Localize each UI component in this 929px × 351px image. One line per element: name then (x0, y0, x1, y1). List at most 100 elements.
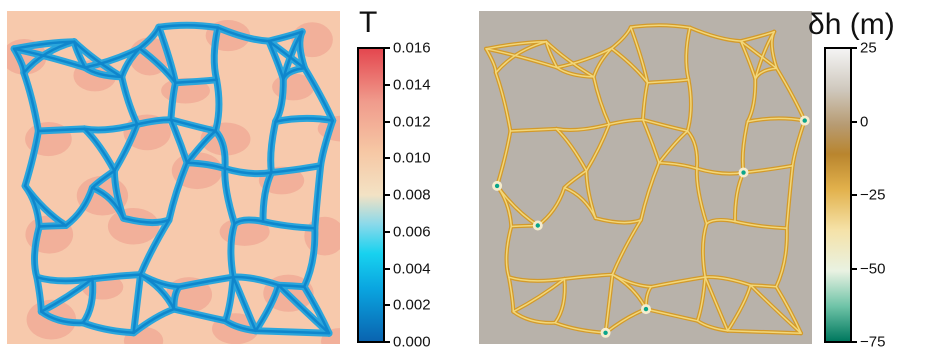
cold-plume-core (224, 275, 235, 323)
cold-plume-core (167, 161, 189, 222)
ridge-core (508, 276, 515, 313)
cold-plume-core (132, 307, 176, 335)
ridge-core (740, 40, 778, 70)
cold-plume-core (120, 75, 139, 126)
cold-plume-core (12, 47, 87, 69)
cold-plume-core (113, 169, 125, 220)
temperature-field-svg (7, 11, 340, 344)
temperature-colorbar-tick-label: 0.012 (393, 113, 431, 130)
height-colorbar (824, 47, 852, 343)
node-spot (643, 306, 649, 312)
ridge-core (685, 26, 691, 81)
node-spot (741, 170, 746, 175)
temperature-cold-network (10, 21, 337, 337)
cold-plume-core (229, 222, 236, 279)
temperature-colorbar-title: T (359, 6, 378, 39)
ridge-core (509, 128, 558, 132)
temperature-colorbar (357, 47, 385, 343)
cold-plume-core (23, 129, 40, 188)
height-colorbar-tick-mark (851, 194, 857, 196)
ridge-core (749, 284, 777, 288)
ridge-core (545, 40, 558, 69)
topography-node-spots (492, 115, 810, 338)
temperature-colorbar-tick-mark (384, 157, 390, 160)
ridge-core (642, 118, 660, 164)
cold-plume-core (172, 307, 227, 323)
cold-plume-core (267, 39, 306, 70)
cold-plume-core (319, 119, 334, 167)
node-spot (603, 330, 608, 335)
cold-plume-core (282, 30, 304, 81)
cold-plume-core (185, 129, 217, 164)
ridge-core (705, 219, 736, 225)
cold-plume-core (277, 283, 331, 335)
cold-plume-core (174, 78, 218, 84)
cold-plume-core (40, 277, 94, 313)
ridge-core (704, 276, 752, 286)
temperature-colorbar-tick-label: 0.016 (393, 39, 431, 57)
cold-plume-core (91, 273, 142, 281)
cold-plume-core (261, 220, 317, 230)
height-colorbar-tick-mark (851, 47, 857, 49)
ridge-core (646, 79, 690, 84)
temperature-field-map (7, 11, 340, 344)
ridge-core (610, 26, 632, 50)
cold-plume-core (83, 66, 123, 79)
cold-plume-core (35, 275, 43, 313)
height-colorbar-tick-mark (851, 267, 857, 270)
ridge-core (696, 320, 729, 332)
temperature-colorbar-tick-label: 0.004 (393, 260, 431, 277)
ridge-core (726, 330, 802, 334)
ridge-core (512, 310, 556, 324)
cold-plume-core (233, 218, 265, 225)
temperature-colorbar-tick-mark (384, 230, 390, 233)
cold-plume-core (274, 117, 334, 123)
cold-plume-core (302, 285, 331, 335)
cold-plume-core (81, 321, 135, 335)
cold-plume-core (157, 25, 177, 84)
temperature-colorbar-tick-mark (384, 341, 390, 343)
cold-plume-core (157, 23, 220, 29)
ridge-core (545, 40, 595, 78)
cold-plume-core (120, 47, 141, 79)
ridge-core (592, 76, 610, 126)
cold-plume-core (254, 329, 331, 335)
temperature-colorbar-tick-label: 0.006 (393, 223, 431, 241)
ridge-core (630, 26, 649, 84)
ridge-core (485, 48, 558, 69)
cold-plume-core (185, 161, 227, 170)
cold-plume-core (23, 184, 68, 227)
height-colorbar-tick-mark (851, 120, 857, 123)
cold-plume-core (169, 118, 217, 133)
cold-plume-core (169, 118, 189, 164)
ridge-core (775, 227, 788, 288)
ridge-core (686, 79, 692, 132)
ridge-core (592, 47, 613, 78)
ridge-core (563, 170, 588, 189)
cold-plume-core (37, 127, 86, 133)
cold-plume-core (302, 226, 317, 288)
ridge-core (642, 118, 689, 132)
cold-plume-core (269, 120, 277, 174)
temperature-colorbar-tick-mark (384, 83, 390, 86)
ridge-core (689, 26, 742, 42)
ridge-core (775, 285, 802, 334)
cold-plume-core (72, 40, 123, 79)
height-colorbar-tick-label: −75 (860, 333, 886, 351)
cold-plume-core (64, 186, 94, 227)
ridge-core (556, 66, 595, 78)
ridge-core (640, 161, 660, 221)
cold-plume-core (81, 277, 95, 325)
cold-plume-core (303, 67, 334, 122)
cold-plume-core (83, 127, 116, 173)
topography-field-map (479, 11, 812, 344)
ridge-core (485, 48, 497, 74)
cold-plume-core (22, 40, 76, 74)
cold-plume-core (214, 78, 221, 133)
cold-plume-core (277, 283, 306, 288)
ridge-core (740, 40, 757, 80)
ridge-core (585, 123, 610, 172)
temperature-colorbar-tick-label: 0.002 (393, 296, 431, 314)
cold-plume-core (139, 218, 171, 276)
ridge-core (585, 170, 597, 219)
